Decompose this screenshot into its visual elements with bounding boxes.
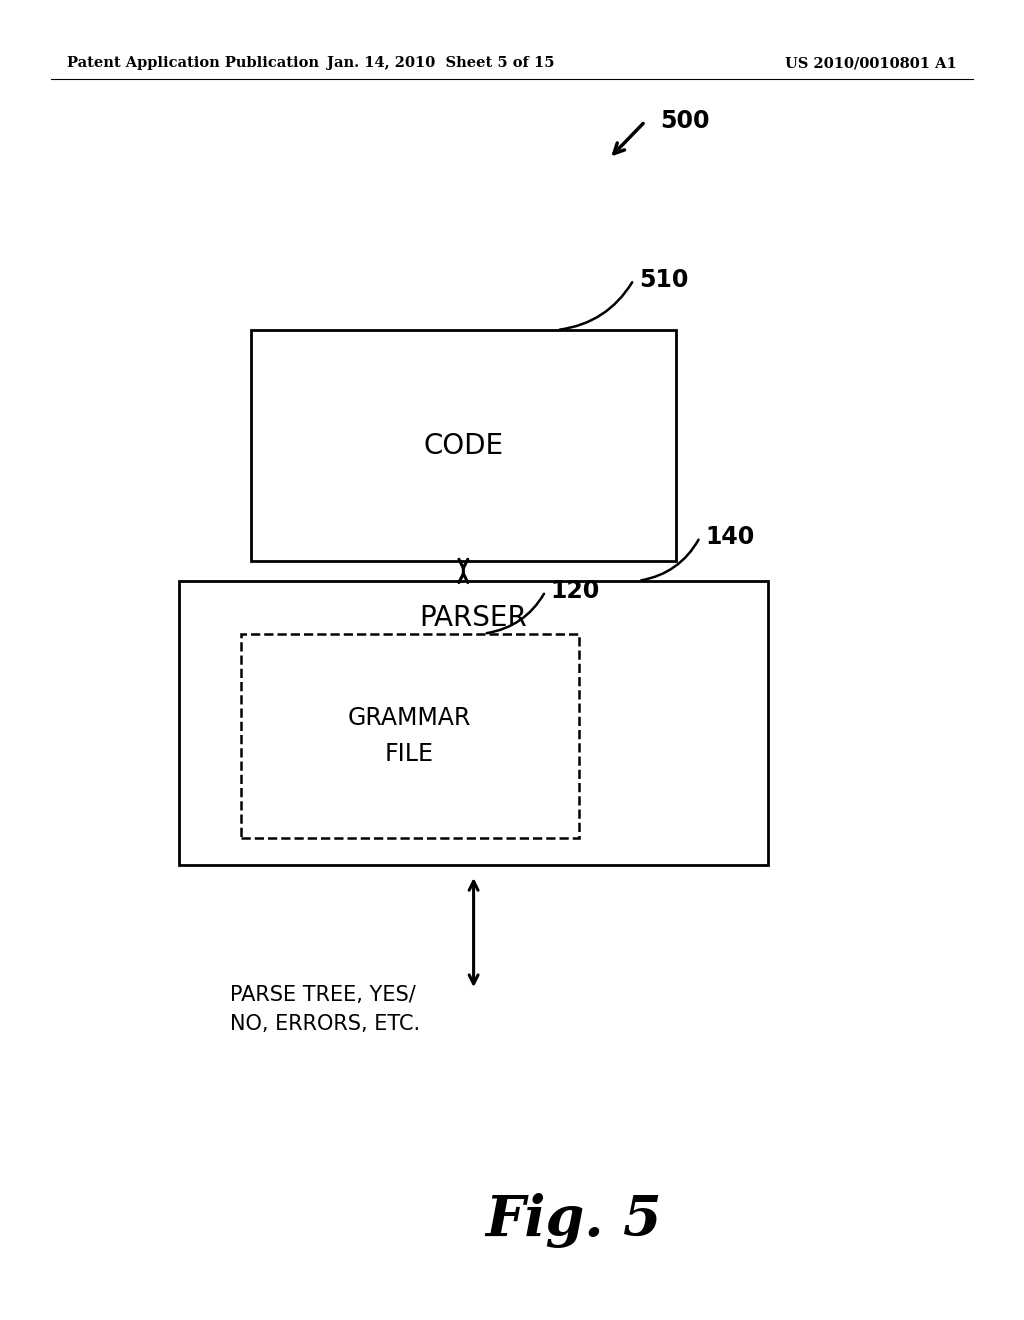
Text: CODE: CODE <box>423 432 504 459</box>
Text: GRAMMAR
FILE: GRAMMAR FILE <box>348 706 471 766</box>
Text: Patent Application Publication: Patent Application Publication <box>67 57 318 70</box>
Text: US 2010/0010801 A1: US 2010/0010801 A1 <box>784 57 956 70</box>
Bar <box>251 330 676 561</box>
Text: 140: 140 <box>705 525 755 549</box>
Text: Jan. 14, 2010  Sheet 5 of 15: Jan. 14, 2010 Sheet 5 of 15 <box>327 57 554 70</box>
Bar <box>241 634 579 838</box>
Text: PARSE TREE, YES/
NO, ERRORS, ETC.: PARSE TREE, YES/ NO, ERRORS, ETC. <box>230 986 421 1034</box>
Text: Fig. 5: Fig. 5 <box>485 1193 662 1249</box>
Bar <box>179 581 768 865</box>
Text: PARSER: PARSER <box>420 603 527 632</box>
Text: 510: 510 <box>639 268 688 292</box>
Text: 120: 120 <box>551 579 600 603</box>
Text: 500: 500 <box>660 110 710 133</box>
